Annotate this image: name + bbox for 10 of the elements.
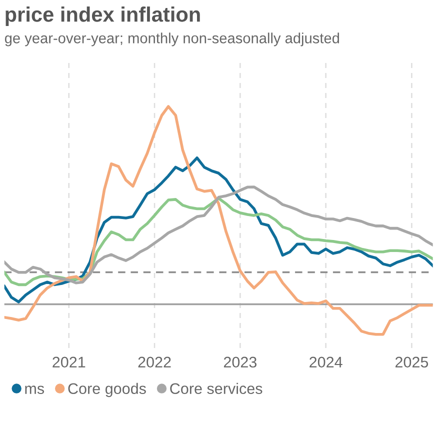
legend-label: ms (25, 386, 44, 394)
x-tick-label: 2021 (52, 356, 86, 368)
chart-title: price index inflation (6, 6, 200, 26)
x-tick-label: 2022 (138, 356, 171, 368)
x-tick-label: 2024 (310, 356, 342, 368)
x-tick-label: 2023 (224, 356, 256, 368)
legend-label: Core services (170, 382, 262, 394)
chart-subtitle: ge year-over-year; monthly non-seasonally adjusted (4, 32, 340, 46)
x-tick-label: 2025 (395, 356, 428, 368)
legend-label: Core goods (68, 382, 146, 398)
